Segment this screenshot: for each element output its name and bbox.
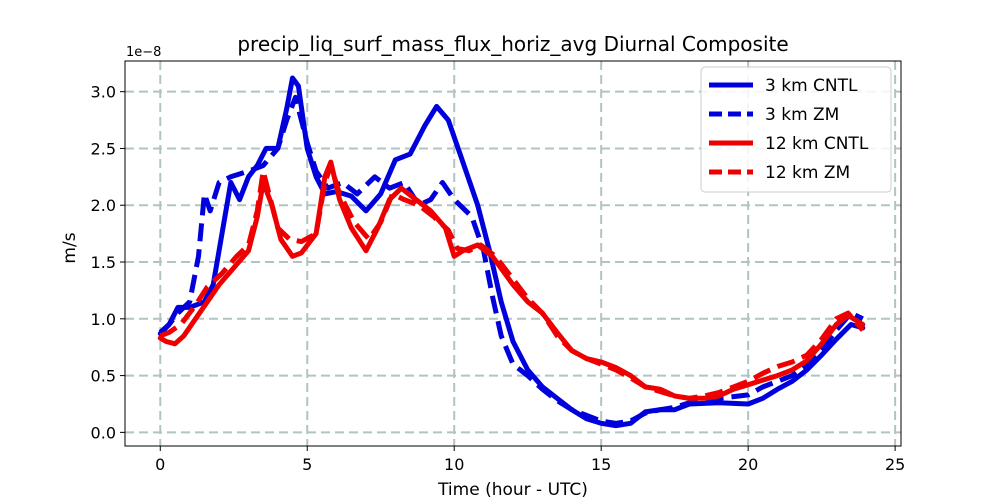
- series-line-2: [158, 94, 864, 426]
- axes-frame: [124, 60, 902, 447]
- y-axis-label: m/s: [60, 232, 80, 263]
- y-axis: 0.0 0.5 1.0 1.5 2.0 2.5 3.0: [91, 83, 125, 442]
- y-tick-label: 1.0: [91, 310, 116, 329]
- y-tick-label: 2.0: [91, 196, 116, 215]
- legend-label-4: 12 km ZM: [765, 163, 850, 183]
- x-tick-label: 20: [738, 455, 758, 474]
- legend-label-3: 12 km CNTL: [765, 134, 869, 154]
- x-tick-label: 15: [591, 455, 611, 474]
- x-tick-label: 10: [444, 455, 464, 474]
- y-tick-label: 2.5: [91, 139, 116, 158]
- legend-label-1: 3 km CNTL: [765, 76, 858, 96]
- series-line-1: [157, 75, 866, 429]
- y-tick-label: 0.0: [91, 423, 116, 442]
- legend-label-2: 3 km ZM: [765, 105, 839, 125]
- legend-box: [700, 66, 892, 193]
- x-axis-label: Time (hour - UTC): [437, 480, 588, 500]
- chart-title: precip_liq_surf_mass_flux_horiz_avg Diur…: [237, 32, 788, 56]
- y-tick-label: 0.5: [91, 367, 116, 386]
- legend: 3 km CNTL 3 km ZM 12 km CNTL 12 km ZM: [700, 66, 892, 193]
- x-axis: 0 5 10 15 20 25: [155, 446, 905, 474]
- y-tick-label: 1.5: [91, 253, 116, 272]
- series-line-4: [159, 163, 865, 401]
- x-tick-label: 25: [885, 455, 905, 474]
- x-tick-label: 0: [155, 455, 165, 474]
- y-axis-offset-label: 1e−8: [126, 45, 161, 60]
- plot-area: [157, 75, 866, 429]
- y-tick-label: 3.0: [91, 83, 116, 102]
- x-tick-label: 5: [302, 455, 312, 474]
